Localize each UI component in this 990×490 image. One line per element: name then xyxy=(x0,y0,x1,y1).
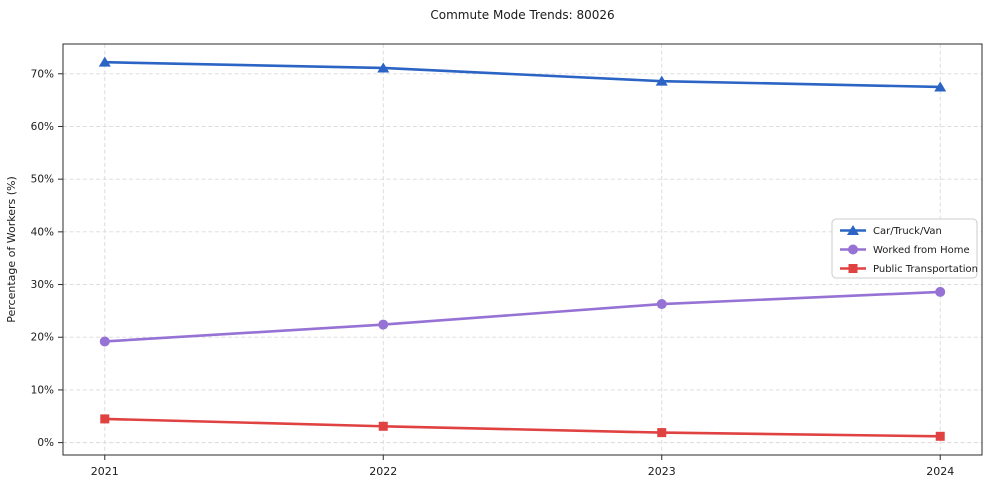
plot-border xyxy=(62,43,983,456)
x-tick-label: 2022 xyxy=(369,465,397,478)
series-marker-worked-from-home xyxy=(378,319,389,330)
series-marker-public-transportation xyxy=(935,431,945,441)
series-marker-car-truck-van xyxy=(98,56,111,67)
y-tick-label: 70% xyxy=(31,68,54,80)
series-marker-worked-from-home xyxy=(656,299,667,310)
series-line-car-truck-van xyxy=(103,60,942,89)
y-tick-label: 50% xyxy=(31,174,54,186)
legend-label: Public Transportation xyxy=(873,264,978,275)
series-marker-worked-from-home xyxy=(99,336,110,347)
y-tick-label: 10% xyxy=(31,384,54,396)
y-tick-label: 30% xyxy=(31,279,54,291)
legend xyxy=(831,218,978,279)
series-marker-car-truck-van xyxy=(934,81,947,92)
legend-label: Worked from Home xyxy=(873,245,970,256)
legend-label: Car/Truck/Van xyxy=(873,226,942,237)
x-tick-label: 2021 xyxy=(91,465,119,478)
series-marker-public-transportation xyxy=(657,428,667,438)
legend-marker-square xyxy=(848,264,858,273)
y-tick-label: 60% xyxy=(31,121,54,133)
chart-title: Commute Mode Trends: 80026 xyxy=(430,8,615,22)
series-line-public-transportation xyxy=(103,417,942,438)
series-marker-public-transportation xyxy=(100,414,110,424)
legend-marker-circle xyxy=(848,244,858,255)
x-tick-label: 2024 xyxy=(926,465,954,478)
legend-marker-triangle xyxy=(847,225,859,235)
series-marker-car-truck-van xyxy=(655,75,668,86)
y-axis-label: Percentage of Workers (%) xyxy=(5,176,18,323)
series-marker-car-truck-van xyxy=(377,62,390,73)
series-marker-public-transportation xyxy=(378,421,388,431)
x-tick-label: 2023 xyxy=(648,465,676,478)
y-tick-label: 0% xyxy=(37,437,54,449)
y-tick-label: 40% xyxy=(31,226,54,238)
series-marker-worked-from-home xyxy=(935,286,946,297)
y-tick-label: 20% xyxy=(31,332,54,344)
series-line-worked-from-home xyxy=(103,290,942,343)
